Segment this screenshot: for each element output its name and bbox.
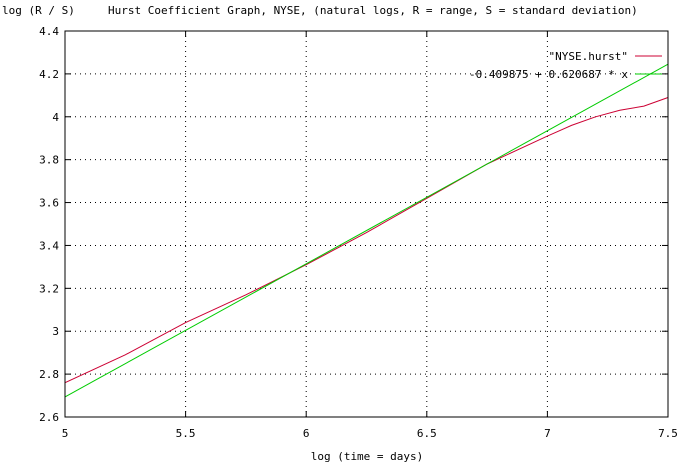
y-tick-label: 4 bbox=[52, 111, 59, 124]
y-tick-label: 2.8 bbox=[39, 368, 59, 381]
x-axis-label: log (time = days) bbox=[311, 450, 424, 463]
y-axis-label: log (R / S) bbox=[2, 4, 75, 17]
x-tick-label: 6.5 bbox=[417, 427, 437, 440]
x-tick-label: 7 bbox=[544, 427, 551, 440]
y-tick-label: 4.4 bbox=[39, 25, 59, 38]
plot-area-border bbox=[64, 30, 669, 418]
x-tick-label: 6 bbox=[303, 427, 310, 440]
y-tick-label: 3.6 bbox=[39, 197, 59, 210]
grid bbox=[65, 31, 668, 417]
legend: "NYSE.hurst" -0.409875 + 0.620687 * x bbox=[469, 50, 662, 81]
y-tick-label: 4.2 bbox=[39, 68, 59, 81]
y-tick-label: 3.4 bbox=[39, 239, 59, 252]
series-line-1 bbox=[64, 97, 669, 384]
x-tick-label: 7.5 bbox=[658, 427, 678, 440]
y-tick-label: 3.2 bbox=[39, 282, 59, 295]
x-tick-label: 5.5 bbox=[176, 427, 196, 440]
ticks bbox=[64, 30, 669, 418]
legend-label-2: -0.409875 + 0.620687 * x bbox=[469, 68, 628, 81]
series-layer bbox=[64, 63, 669, 398]
legend-label-1: "NYSE.hurst" bbox=[549, 50, 628, 63]
y-tick-label: 2.6 bbox=[39, 411, 59, 424]
series-line-2 bbox=[64, 63, 669, 398]
y-tick-labels: 2.6 2.8 3 3.2 3.4 3.6 3.8 4 4.2 4.4 bbox=[39, 25, 59, 424]
y-tick-label: 3 bbox=[52, 325, 59, 338]
x-tick-label: 5 bbox=[62, 427, 69, 440]
x-tick-labels: 5 5.5 6 6.5 7 7.5 bbox=[62, 427, 678, 440]
y-tick-label: 3.8 bbox=[39, 154, 59, 167]
chart-title: Hurst Coefficient Graph, NYSE, (natural … bbox=[108, 4, 638, 17]
